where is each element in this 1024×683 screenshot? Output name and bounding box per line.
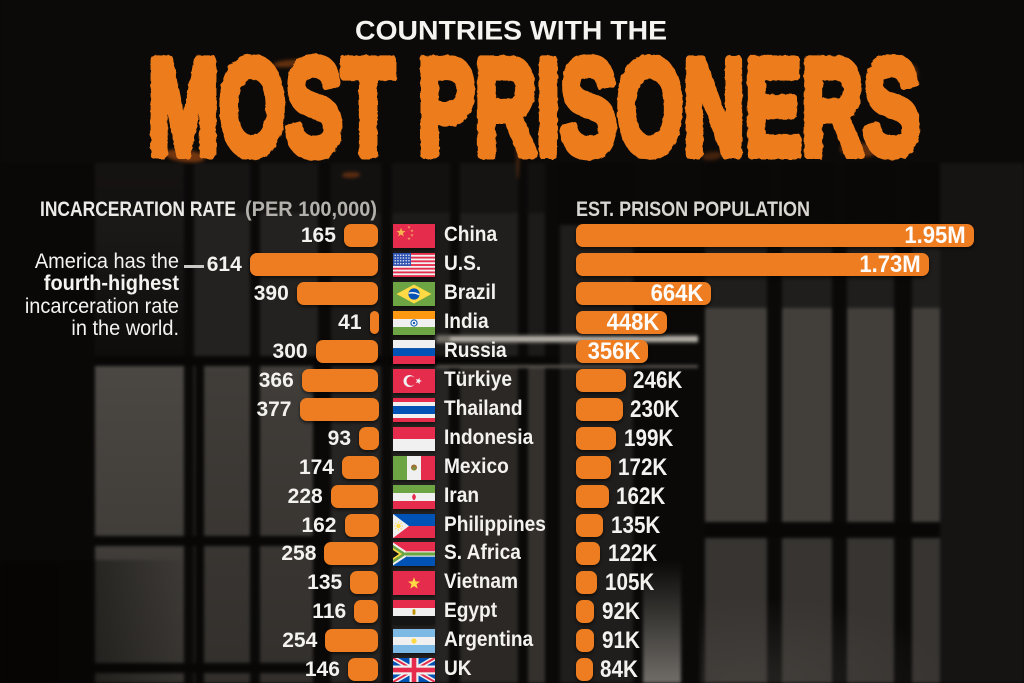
svg-text:COUNTRIES WITH THE: COUNTRIES WITH THE bbox=[355, 16, 667, 46]
svg-text:INCARCERATION RATE: INCARCERATION RATE bbox=[40, 197, 236, 221]
svg-text:(PER 100,000): (PER 100,000) bbox=[245, 197, 377, 221]
svg-text:EST. PRISON POPULATION: EST. PRISON POPULATION bbox=[576, 197, 810, 221]
svg-text:MOST PRISONERS: MOST PRISONERS bbox=[148, 31, 920, 183]
